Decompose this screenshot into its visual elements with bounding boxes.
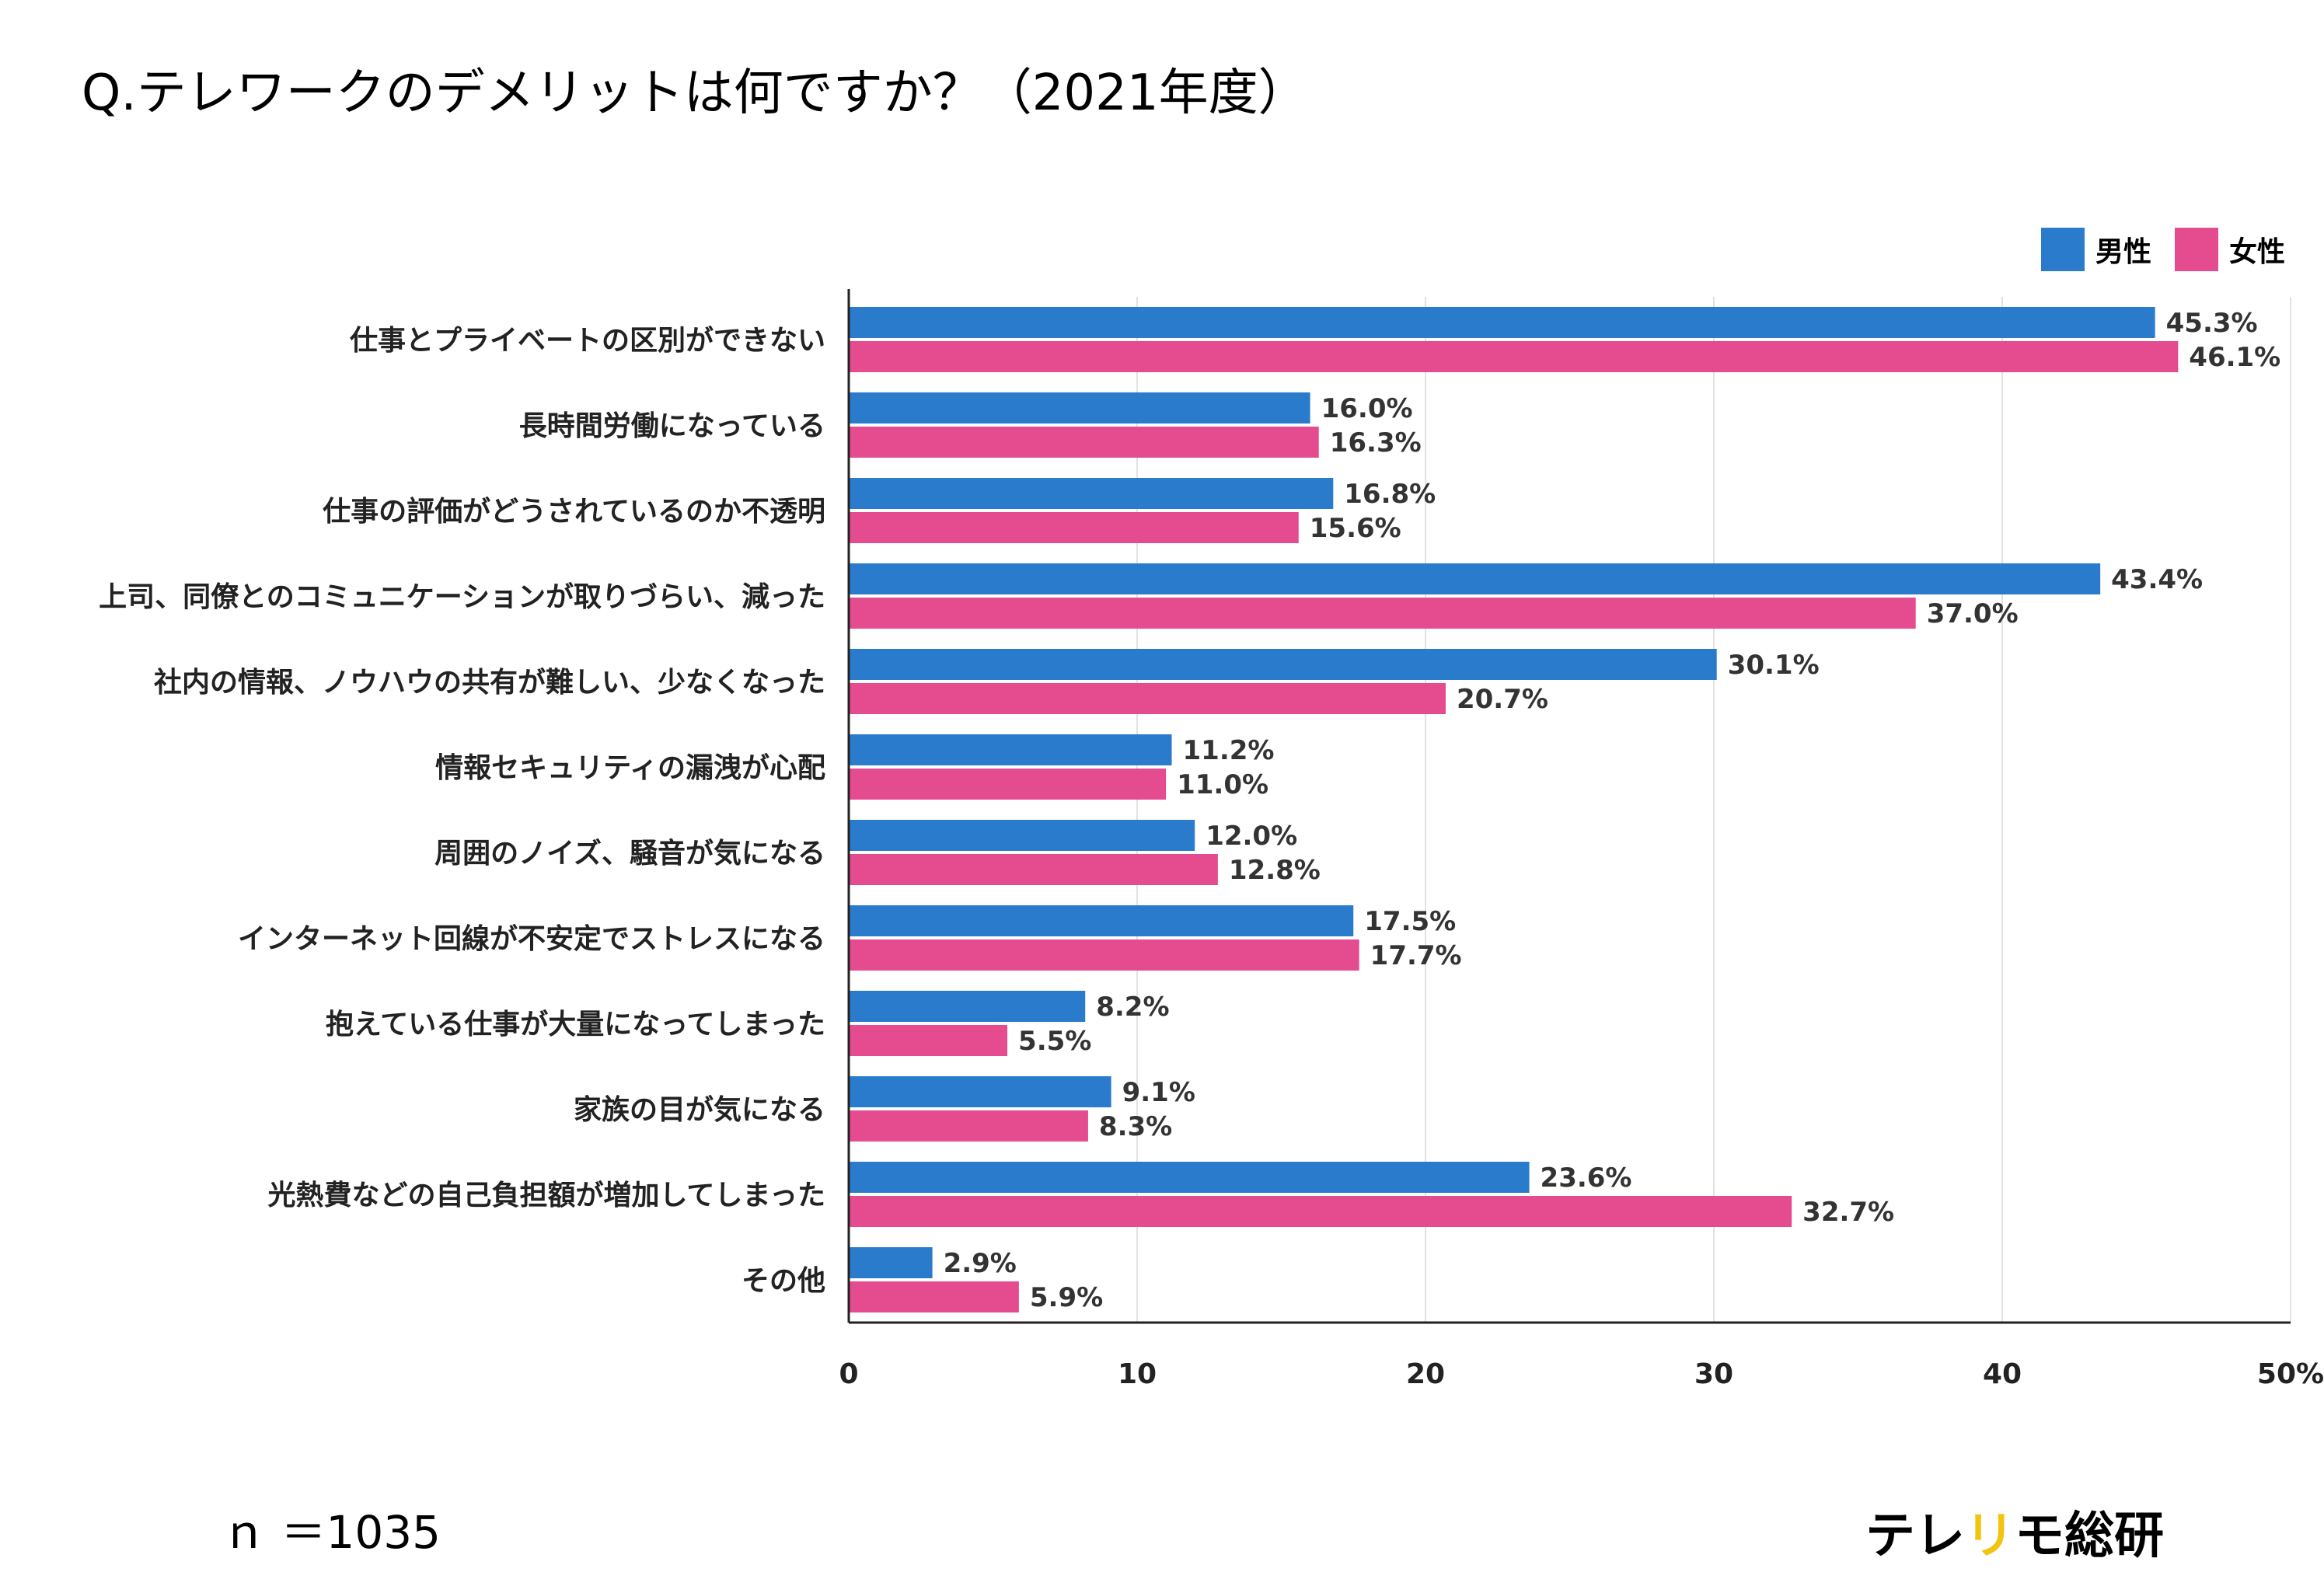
- data-label-female: 5.5%: [1018, 1026, 1091, 1057]
- category-label: 上司、同僚とのコミュニケーションが取りづらい、減った: [99, 581, 825, 613]
- x-tick-label: 20: [1406, 1358, 1445, 1390]
- data-label-male: 17.5%: [1364, 906, 1456, 937]
- bar-female: [849, 683, 1446, 714]
- category-label: その他: [742, 1265, 825, 1297]
- data-label-female: 11.0%: [1177, 769, 1268, 800]
- category-label: 周囲のノイズ、騒音が気になる: [434, 837, 825, 870]
- brand-logo: テレリモ総研: [1865, 1496, 2164, 1567]
- data-label-female: 17.7%: [1370, 940, 1462, 971]
- x-tick-label: 50%: [2257, 1358, 2324, 1390]
- x-tick-label: 0: [839, 1358, 858, 1390]
- brand-text-1: テレ: [1865, 1508, 1965, 1565]
- data-label-male: 2.9%: [944, 1248, 1017, 1279]
- category-label: 仕事の評価がどうされているのか不透明: [323, 496, 825, 528]
- bar-male: [849, 649, 1717, 680]
- sample-size-label: ｎ ＝1035: [222, 1506, 441, 1559]
- data-label-male: 43.4%: [2111, 564, 2203, 595]
- x-tick-label: 40: [1983, 1358, 2022, 1390]
- category-label: インターネット回線が不安定でストレスになる: [238, 923, 825, 955]
- bar-female: [849, 1196, 1792, 1227]
- bar-female: [849, 427, 1319, 458]
- bar-male: [849, 307, 2155, 338]
- bar-male: [849, 1076, 1111, 1107]
- bar-female: [849, 598, 1916, 629]
- data-label-female: 37.0%: [1927, 598, 2019, 629]
- bar-female: [849, 1110, 1088, 1142]
- x-tick-label: 10: [1118, 1358, 1157, 1390]
- data-label-female: 8.3%: [1099, 1111, 1172, 1142]
- bar-male: [849, 820, 1195, 851]
- brand-text-2: リ: [1965, 1508, 2015, 1565]
- bar-female: [849, 769, 1167, 800]
- data-label-male: 11.2%: [1183, 735, 1275, 766]
- bar-male: [849, 905, 1354, 936]
- category-label: 抱えている仕事が大量になってしまった: [326, 1009, 825, 1041]
- category-label: 社内の情報、ノウハウの共有が難しい、少なくなった: [154, 667, 825, 699]
- data-label-female: 12.8%: [1229, 855, 1321, 886]
- chart-legend: 男性 女性: [2041, 226, 2308, 273]
- bar-female: [849, 1025, 1008, 1056]
- data-label-female: 16.3%: [1330, 427, 1422, 458]
- bar-female: [849, 939, 1359, 971]
- brand-text-4: 総研: [2064, 1508, 2164, 1565]
- data-label-female: 46.1%: [2189, 342, 2280, 373]
- legend-label-female: 女性: [2229, 236, 2286, 268]
- x-tick-label: 30: [1694, 1358, 1733, 1390]
- category-label: 情報セキュリティの漏洩が心配: [435, 752, 825, 784]
- data-label-female: 32.7%: [1802, 1197, 1894, 1228]
- bar-male: [849, 991, 1086, 1022]
- category-label: 仕事とプライベートの区別ができない: [350, 325, 825, 357]
- data-label-male: 45.3%: [2166, 308, 2258, 339]
- data-label-male: 16.0%: [1321, 393, 1413, 424]
- brand-text-3: モ: [2015, 1508, 2064, 1565]
- category-label: 光熱費などの自己負担額が増加してしまった: [268, 1180, 825, 1211]
- data-label-female: 20.7%: [1457, 684, 1548, 715]
- data-label-female: 15.6%: [1310, 513, 1401, 544]
- bar-female: [849, 1281, 1019, 1312]
- category-label: 家族の目が気になる: [574, 1094, 825, 1126]
- data-label-female: 5.9%: [1030, 1282, 1103, 1313]
- data-label-male: 8.2%: [1096, 992, 1169, 1023]
- data-label-male: 12.0%: [1206, 821, 1297, 852]
- bar-male: [849, 734, 1172, 765]
- category-label: 長時間労働になっている: [519, 410, 825, 442]
- bar-male: [849, 1247, 933, 1278]
- legend-swatch-male: [2041, 228, 2085, 271]
- legend-swatch-female: [2175, 228, 2219, 271]
- bar-male: [849, 478, 1334, 509]
- bar-male: [849, 392, 1310, 424]
- bar-female: [849, 341, 2179, 372]
- chart-title: Q.テレワークのデメリットは何ですか？（2021年度）: [82, 64, 1308, 122]
- data-label-male: 16.8%: [1344, 479, 1436, 510]
- legend-label-male: 男性: [2095, 236, 2152, 268]
- data-label-male: 23.6%: [1541, 1163, 1632, 1194]
- bar-male: [849, 563, 2101, 594]
- data-label-male: 30.1%: [1728, 650, 1820, 681]
- data-label-male: 9.1%: [1122, 1077, 1195, 1108]
- bar-female: [849, 512, 1299, 543]
- bar-female: [849, 854, 1218, 885]
- bar-male: [849, 1162, 1530, 1193]
